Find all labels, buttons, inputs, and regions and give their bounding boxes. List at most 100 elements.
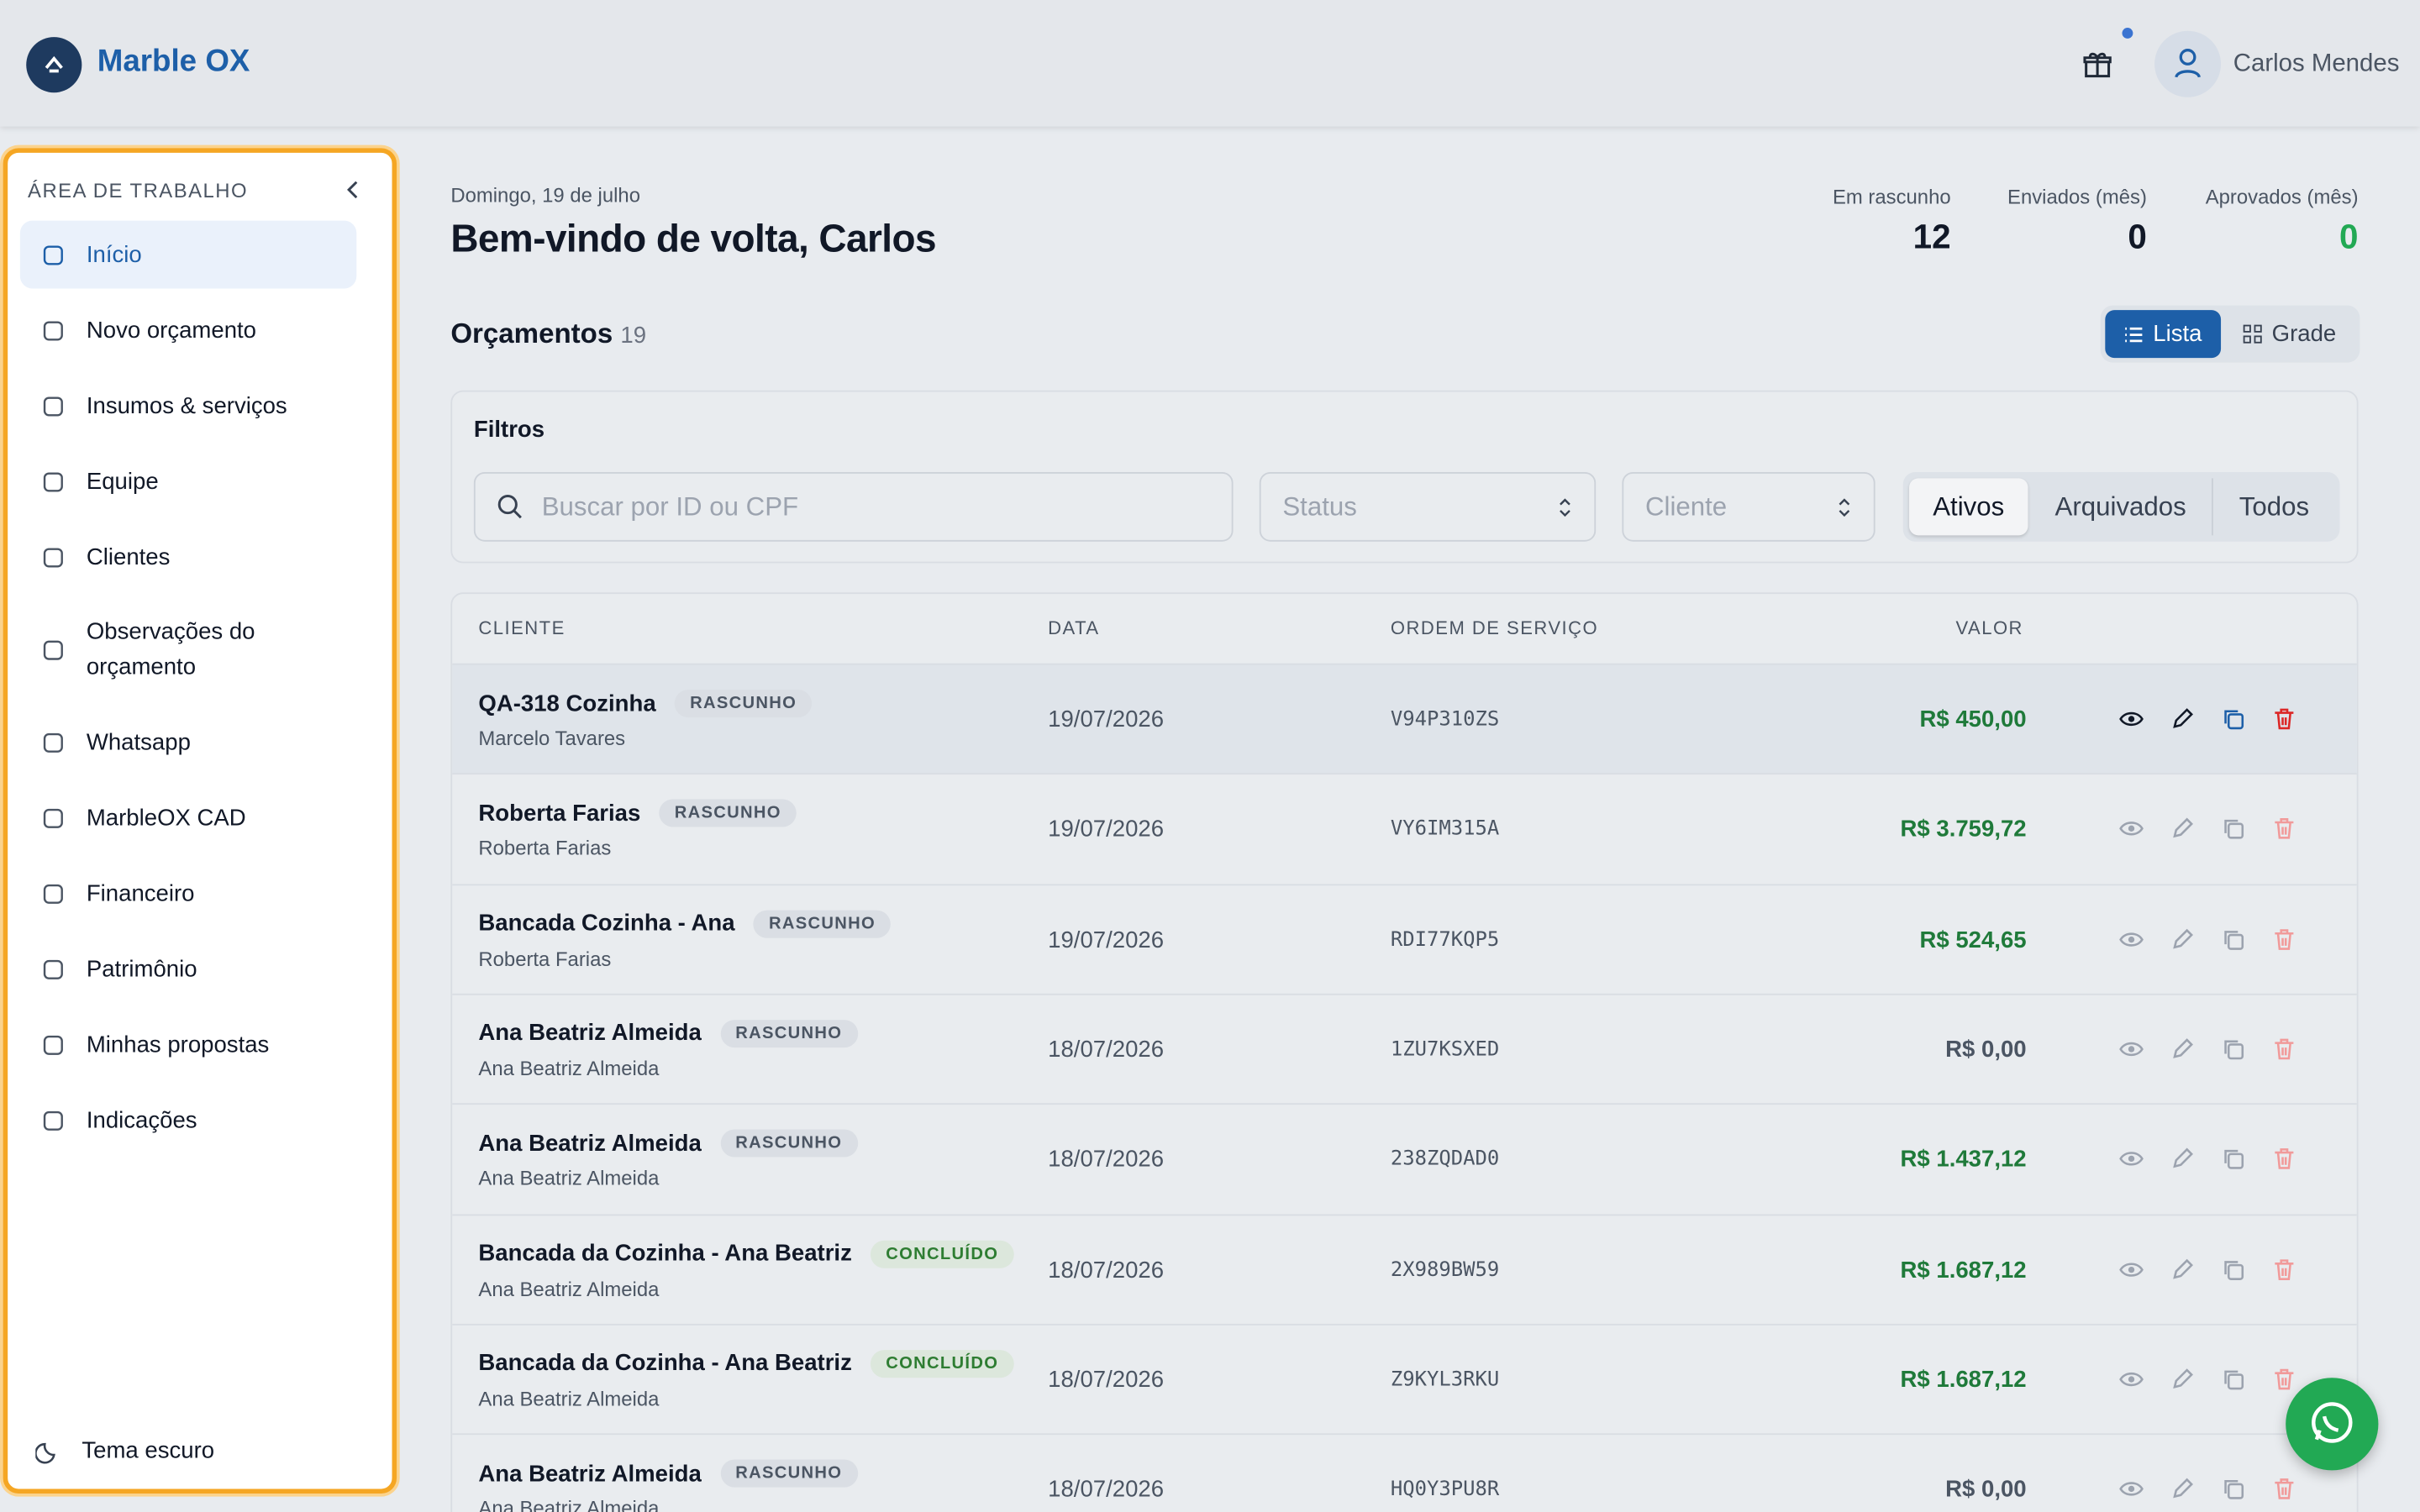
nav-item[interactable]: Whatsapp	[20, 708, 356, 776]
edit-button[interactable]	[2170, 1257, 2194, 1289]
nav-item[interactable]: Clientes	[20, 523, 356, 591]
user-name[interactable]: Carlos Mendes	[2233, 50, 2400, 77]
collapse-button[interactable]	[345, 179, 363, 201]
nav-item[interactable]: Patrimônio	[20, 935, 356, 1003]
logo[interactable]	[26, 37, 82, 93]
status-badge: RASCUNHO	[719, 1129, 858, 1158]
quote-name: Ana Beatriz Almeida	[478, 1020, 702, 1047]
search-input[interactable]: Buscar por ID ou CPF	[473, 472, 1234, 542]
duplicate-button[interactable]	[2221, 1147, 2245, 1179]
delete-button[interactable]	[2272, 1037, 2296, 1069]
duplicate-button[interactable]	[2221, 1477, 2245, 1509]
table-row[interactable]: Ana Beatriz Almeida RASCUNHO Ana Beatriz A…	[452, 1433, 2357, 1512]
edit-button[interactable]	[2170, 816, 2194, 849]
theme-toggle[interactable]: Tema escuro	[35, 1438, 214, 1464]
edit-button[interactable]	[2170, 1367, 2194, 1399]
order-id: HQ0Y3PU8R	[1390, 1478, 1500, 1502]
view-button[interactable]	[2119, 1477, 2144, 1509]
brand[interactable]: Marble OX	[97, 45, 250, 79]
view-button[interactable]	[2119, 1037, 2144, 1069]
quote-name: Roberta Farias	[478, 800, 641, 827]
table-row[interactable]: Bancada da Cozinha - Ana Beatriz CONCLUÍD…	[452, 1213, 2357, 1325]
nav-label: Início	[86, 241, 142, 268]
duplicate-button[interactable]	[2221, 706, 2245, 739]
order-id: RDI77KQP5	[1390, 927, 1500, 952]
client-name: Ana Beatriz Almeida	[478, 1386, 660, 1410]
nav-item[interactable]: Indicações	[20, 1086, 356, 1154]
view-button[interactable]	[2119, 927, 2144, 959]
delete-button[interactable]	[2272, 1477, 2296, 1509]
value: R$ 1.437,12	[1900, 1147, 2027, 1173]
table-row[interactable]: Roberta Farias RASCUNHO Roberta Farias 19/0…	[452, 773, 2357, 885]
nav-label: Whatsapp	[86, 728, 191, 756]
view-button[interactable]	[2119, 1367, 2144, 1399]
duplicate-button[interactable]	[2221, 927, 2245, 959]
edit-button[interactable]	[2170, 1037, 2194, 1069]
table-row[interactable]: Bancada da Cozinha - Ana Beatriz CONCLUÍD…	[452, 1323, 2357, 1435]
edit-button[interactable]	[2170, 1477, 2194, 1509]
quote-name: Bancada da Cozinha - Ana Beatriz	[478, 1350, 852, 1377]
list-view[interactable]: Lista	[2105, 310, 2221, 359]
nav-item[interactable]: Novo orçamento	[20, 297, 356, 365]
stat-label: Em rascunho	[1832, 185, 1951, 208]
filters-panel: Filtros Buscar por ID ou CPF Status Clie…	[450, 390, 2359, 564]
avatar[interactable]	[2154, 30, 2222, 97]
row-title: Ana Beatriz Almeida RASCUNHO	[478, 1459, 858, 1488]
nav-item[interactable]: Equipe	[20, 448, 356, 516]
table-row[interactable]: Ana Beatriz Almeida RASCUNHO Ana Beatriz A…	[452, 1103, 2357, 1215]
tab[interactable]: Ativos	[1909, 478, 2028, 536]
duplicate-button[interactable]	[2221, 816, 2245, 849]
edit-button[interactable]	[2170, 1147, 2194, 1179]
client-name: Ana Beatriz Almeida	[478, 1276, 660, 1300]
quotes-table: CLIENTE DATA ORDEM DE SERVIÇO VALOR QA-318 C…	[450, 592, 2359, 1512]
view-button[interactable]	[2119, 1147, 2144, 1179]
duplicate-button[interactable]	[2221, 1037, 2245, 1069]
duplicate-button[interactable]	[2221, 1367, 2245, 1399]
filters-title: Filtros	[473, 416, 545, 444]
delete-button[interactable]	[2272, 706, 2296, 739]
row-title: Bancada Cozinha - Ana RASCUNHO	[478, 909, 892, 937]
table-row[interactable]: Bancada Cozinha - Ana RASCUNHO Roberta Far…	[452, 883, 2357, 995]
nav-item[interactable]: MarbleOX CAD	[20, 784, 356, 852]
whatsapp-button[interactable]	[2286, 1378, 2379, 1471]
date: 19/07/2026	[1048, 706, 1165, 733]
nav-item[interactable]: Minhas propostas	[20, 1011, 356, 1079]
row-title: QA-318 Cozinha RASCUNHO	[478, 690, 813, 718]
table-row[interactable]: Ana Beatriz Almeida RASCUNHO Ana Beatriz A…	[452, 993, 2357, 1105]
tab[interactable]: Arquivados	[2054, 491, 2186, 521]
client-select[interactable]: Cliente	[1622, 472, 1876, 542]
client-name: Roberta Farias	[478, 947, 612, 970]
status-select[interactable]: Status	[1259, 472, 1597, 542]
delete-button[interactable]	[2272, 1257, 2296, 1289]
date: 18/07/2026	[1048, 1476, 1165, 1504]
quote-name: Bancada da Cozinha - Ana Beatriz	[478, 1240, 852, 1267]
delete-button[interactable]	[2272, 927, 2296, 959]
order-id: VY6IM315A	[1390, 818, 1500, 842]
duplicate-button[interactable]	[2221, 1257, 2245, 1289]
client-name: Roberta Farias	[478, 837, 612, 860]
nav-label: Insumos & serviços	[86, 392, 287, 419]
row-actions	[2119, 1367, 2296, 1399]
date: 18/07/2026	[1048, 1257, 1165, 1284]
gift-icon[interactable]	[2081, 48, 2114, 81]
nav-item[interactable]: Insumos & serviços	[20, 372, 356, 440]
nav-item[interactable]: Início	[19, 220, 357, 289]
row-actions	[2119, 706, 2296, 739]
view-button[interactable]	[2119, 816, 2144, 849]
delete-button[interactable]	[2272, 1367, 2296, 1399]
tab[interactable]: Todos	[2212, 478, 2335, 536]
nav-item[interactable]: Financeiro	[20, 859, 356, 927]
table-row[interactable]: QA-318 Cozinha RASCUNHO Marcelo Tavares 19/…	[452, 663, 2357, 775]
edit-button[interactable]	[2170, 927, 2194, 959]
grid-view[interactable]: Grade	[2224, 310, 2355, 358]
status-placeholder: Status	[1282, 491, 1357, 521]
delete-button[interactable]	[2272, 816, 2296, 849]
search-placeholder: Buscar por ID ou CPF	[541, 491, 799, 521]
view-button[interactable]	[2119, 706, 2144, 739]
date: 18/07/2026	[1048, 1037, 1165, 1063]
client-name: Ana Beatriz Almeida	[478, 1166, 660, 1190]
view-button[interactable]	[2119, 1257, 2144, 1289]
delete-button[interactable]	[2272, 1147, 2296, 1179]
nav-item[interactable]: Observações do orçamento	[20, 599, 356, 701]
edit-button[interactable]	[2170, 706, 2194, 739]
